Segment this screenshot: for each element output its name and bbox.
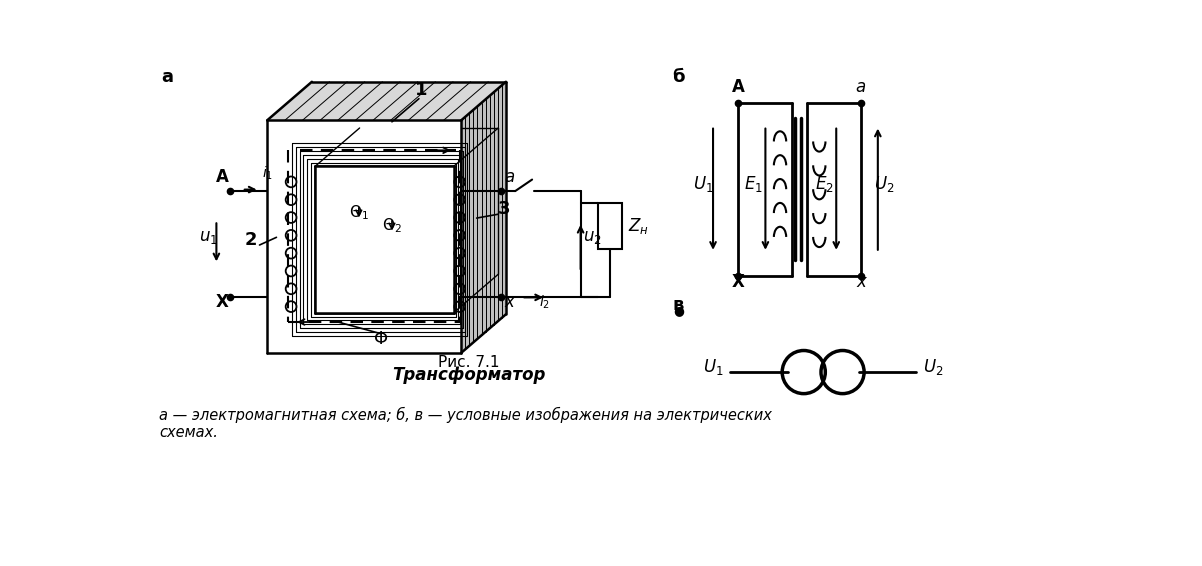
- Text: Рис. 7.1: Рис. 7.1: [439, 355, 500, 370]
- Text: $E_2$: $E_2$: [815, 174, 834, 194]
- Text: б: б: [672, 68, 685, 86]
- Text: $U_2$: $U_2$: [923, 357, 944, 377]
- Polygon shape: [267, 121, 462, 353]
- Text: 1: 1: [415, 81, 428, 99]
- Text: Трансформатор: Трансформатор: [392, 366, 546, 384]
- Text: $U_1$: $U_1$: [692, 174, 713, 194]
- Text: а: а: [161, 68, 173, 86]
- Text: x: x: [856, 273, 865, 290]
- Text: $i_2$: $i_2$: [538, 294, 551, 311]
- Bar: [597, 203, 623, 249]
- Text: $U_2$: $U_2$: [874, 174, 894, 194]
- Text: X: X: [732, 273, 745, 290]
- Text: x: x: [504, 293, 514, 311]
- Text: $i_1$: $i_1$: [262, 165, 273, 182]
- Polygon shape: [462, 82, 506, 353]
- Text: $E_1$: $E_1$: [744, 174, 763, 194]
- Text: а — электромагнитная схема; б, в — условные изображения на электрических
схемах.: а — электромагнитная схема; б, в — услов…: [160, 407, 773, 440]
- Text: A: A: [216, 168, 230, 186]
- Text: $Z_н$: $Z_н$: [629, 216, 649, 236]
- Text: X: X: [216, 293, 230, 311]
- Text: $\Theta_1$: $\Theta_1$: [349, 203, 369, 222]
- Text: ●: ●: [673, 305, 684, 318]
- Text: 2: 2: [245, 231, 257, 249]
- Text: a: a: [504, 168, 514, 186]
- Polygon shape: [267, 82, 506, 121]
- Polygon shape: [315, 166, 453, 313]
- Text: a: a: [856, 78, 865, 96]
- Text: $u_1$: $u_1$: [200, 228, 218, 246]
- Text: $u_2$: $u_2$: [583, 228, 601, 246]
- Text: 3: 3: [498, 200, 511, 218]
- Text: в: в: [673, 297, 684, 315]
- Text: $\Phi$: $\Phi$: [373, 330, 388, 348]
- Text: A: A: [732, 78, 745, 96]
- Text: $U_1$: $U_1$: [703, 357, 724, 377]
- Text: $\Theta_2$: $\Theta_2$: [382, 216, 401, 235]
